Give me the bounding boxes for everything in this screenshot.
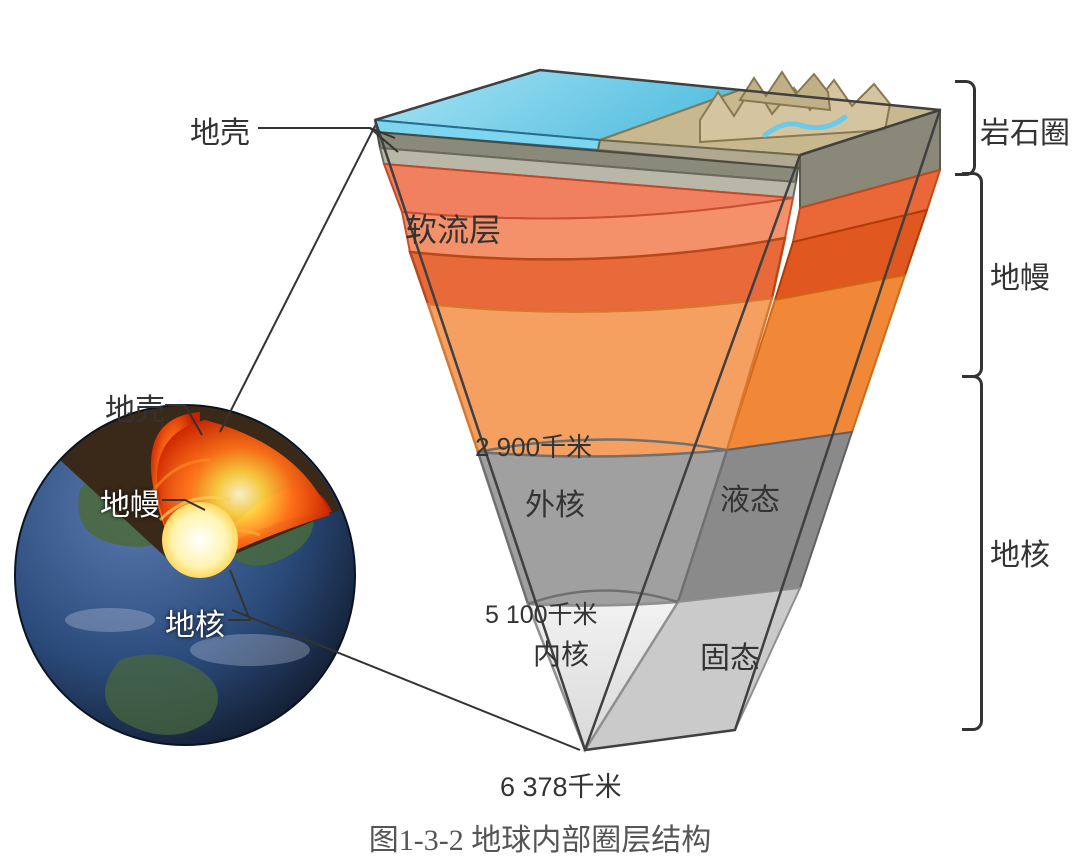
- label-crust-globe: 地壳: [105, 385, 165, 429]
- label-depth-2900: 2 900千米: [475, 427, 592, 464]
- label-crust-top: 地壳: [190, 108, 250, 152]
- bracket-mantle: [962, 172, 983, 378]
- figure-caption: 图1-3-2 地球内部圈层结构: [0, 815, 1080, 857]
- label-core-globe: 地核: [165, 600, 225, 644]
- label-inner-core: 内核: [533, 633, 589, 673]
- label-core-right: 地核: [990, 530, 1050, 574]
- globe-cutaway: [15, 405, 355, 745]
- bracket-lithosphere: [955, 80, 976, 176]
- label-mantle-right: 地幔: [990, 253, 1050, 297]
- label-outer-core: 外核: [525, 480, 585, 524]
- label-liquid: 液态: [720, 475, 780, 519]
- label-mantle-globe: 地幔: [100, 480, 160, 524]
- label-solid: 固态: [700, 633, 760, 677]
- label-depth-5100: 5 100千米: [485, 595, 598, 631]
- bracket-core: [962, 375, 983, 731]
- label-depth-6378: 6 378千米: [500, 765, 622, 804]
- label-asthenosphere: 软流层: [405, 205, 501, 251]
- wedge-cross-section: [375, 70, 940, 750]
- label-lithosphere-right: 岩石圈: [980, 108, 1070, 152]
